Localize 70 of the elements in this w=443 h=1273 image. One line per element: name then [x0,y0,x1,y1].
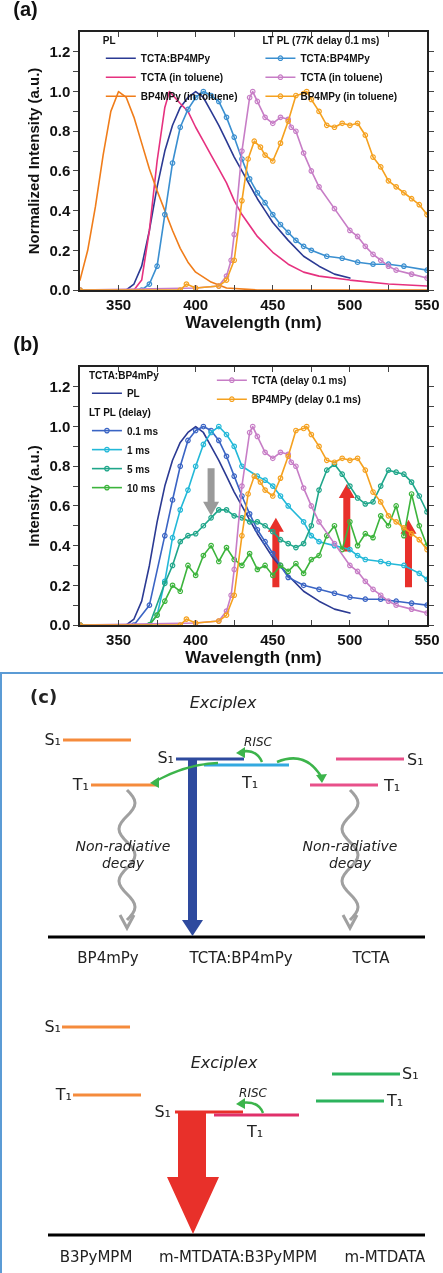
x-tick-label: 500 [337,295,363,313]
legend-label: TCTA (in toluene) [300,72,383,84]
text: m-MTDATA:B3PyMPM [158,1248,318,1266]
y-tick-label: 1.0 [49,82,71,100]
text: B3PyMPM [59,1248,133,1266]
legend-label: TCTA:BP4MPy [300,53,371,65]
legend-label: BP4MPy (delay 0.1 ms) [251,394,361,406]
text: RISC [244,734,272,750]
text: T₁ [241,773,259,793]
x-tick-label: 500 [337,630,363,648]
text: T₁ [384,776,401,796]
x-axis-title: Wavelength (nm) [185,312,322,332]
x-tick-label: 400 [183,295,209,313]
text: S₁ [44,730,61,750]
y-tick-label: 0.0 [49,616,71,634]
y-tick-label: 0.0 [49,281,71,299]
x-tick-label: 450 [260,295,286,313]
y-tick-label: 1.2 [49,378,71,396]
y-tick-label: 0.6 [49,497,71,515]
legend-label: 1 ms [126,444,151,456]
text: BP4mPy [77,949,139,967]
text: TCTA:BP4mPy [189,949,293,967]
x-tick-label: 450 [260,630,286,648]
text: S₁ [157,748,174,768]
text: T₁ [72,775,89,795]
text: S₁ [154,1102,171,1122]
annotation: LT PL (delay) [88,407,151,419]
text: RISC [239,1085,267,1101]
text: T₁ [55,1085,72,1105]
legend-label: 5 ms [126,463,151,475]
text: S₁ [44,1017,61,1037]
text: Exciplex [189,693,257,713]
chart-title: (a) [13,0,38,20]
chart-title: (b) [13,332,39,355]
legend-label: 10 ms [126,482,156,494]
legend-label: TCTA:BP4MPy [140,53,211,65]
y-tick-label: 0.2 [49,241,71,259]
x-axis-title: Wavelength (nm) [185,647,322,667]
legend-label: 0.1 ms [126,425,159,437]
text: S₁ [402,1064,419,1084]
y-tick-label: 1.2 [49,43,71,61]
y-tick-label: 0.6 [49,162,71,180]
text: Non-radiative decay [74,838,172,872]
text: S₁ [407,750,424,770]
x-tick-label: 350 [106,295,132,313]
y-axis-title: Intensity (a.u.) [25,445,43,547]
text: Non-radiative decay [301,838,399,872]
text: T₁ [246,1122,264,1142]
x-tick-label: 400 [183,630,209,648]
y-tick-label: 1.0 [49,417,71,435]
legend-label: PL [126,388,140,400]
y-axis-title: Normalized Intensity (a.u.) [25,67,43,255]
text: T₁ [387,1091,404,1111]
y-tick-label: 0.8 [49,457,71,475]
text: TCTA [352,949,390,967]
x-tick-label: 550 [414,630,440,648]
legend-label: TCTA (in toluene) [140,72,224,84]
x-tick-label: 350 [106,630,132,648]
text: (c) [30,686,58,708]
legend-title: PL [102,34,116,46]
legend-label: TCTA (delay 0.1 ms) [251,375,347,387]
y-tick-label: 0.2 [49,576,71,594]
y-tick-label: 0.4 [49,201,71,219]
text: Exciplex [190,1053,258,1073]
x-tick-label: 550 [414,295,440,313]
y-tick-label: 0.8 [49,122,71,140]
legend-title: TCTA:BP4mPy [88,369,160,381]
text: m-MTDATA [344,1248,426,1266]
annotation: LT PL (77K delay 0.1 ms) [262,34,380,46]
y-tick-label: 0.4 [49,536,71,554]
